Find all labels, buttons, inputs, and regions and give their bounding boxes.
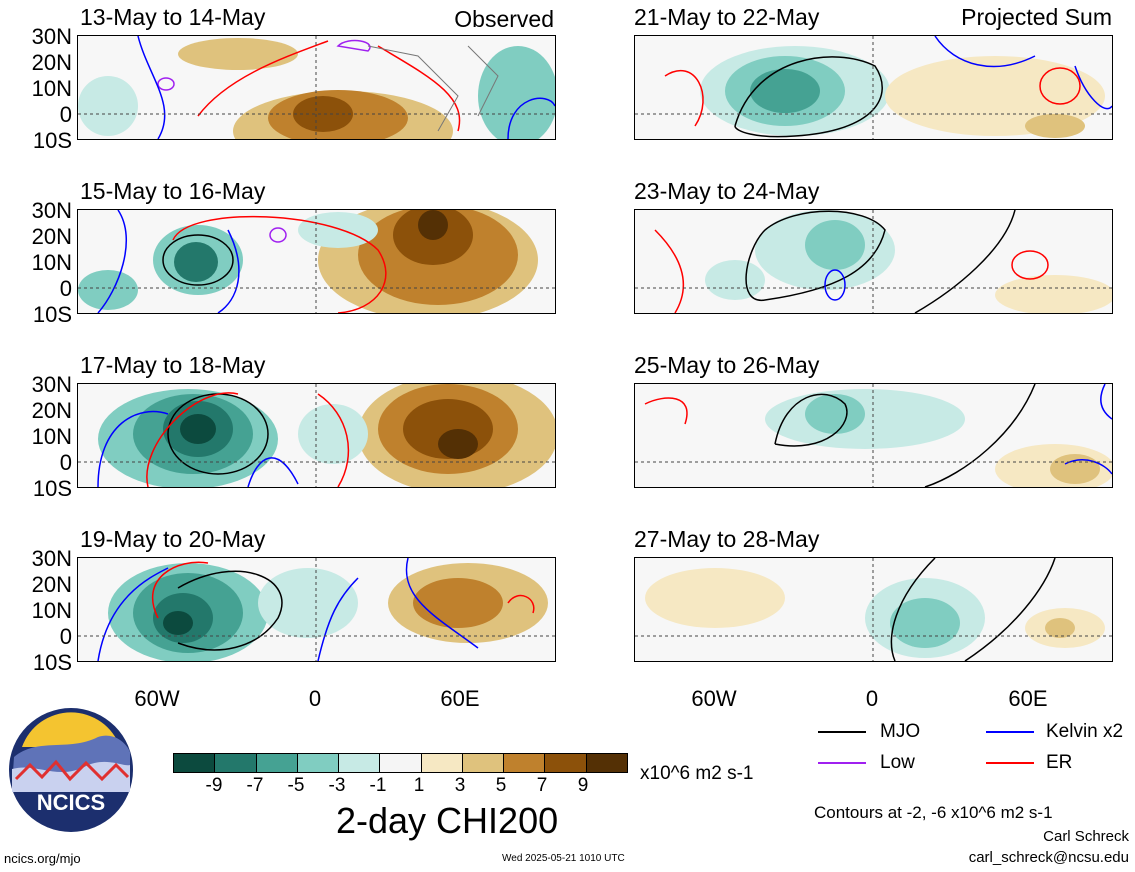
kelvin-line bbox=[986, 731, 1034, 733]
logo-text: NCICS bbox=[37, 790, 105, 815]
lat-label: 0 bbox=[59, 276, 72, 301]
lat-label: 20N bbox=[31, 224, 72, 249]
colorbar-label: 5 bbox=[495, 775, 507, 796]
map-panel-projected-2 bbox=[634, 209, 1113, 314]
lon-label: 60W bbox=[134, 686, 180, 711]
author-name: Carl Schreck bbox=[1043, 828, 1129, 845]
panel-title-4: 23-May to 24-May bbox=[634, 178, 820, 204]
panel-title-2: 21-May to 22-May bbox=[634, 4, 820, 30]
lat-label: 30N bbox=[31, 546, 72, 571]
colorbar-label: -1 bbox=[369, 775, 387, 796]
mjo-label: MJO bbox=[880, 721, 921, 742]
map-panel-projected-1 bbox=[634, 35, 1113, 140]
colorbar-swatch bbox=[256, 754, 298, 772]
lat-label: 20N bbox=[31, 572, 72, 597]
colorbar-swatch bbox=[545, 754, 587, 772]
map-panel-observed-4 bbox=[77, 557, 556, 662]
lon-label: 60E bbox=[440, 686, 480, 711]
mjo-line bbox=[818, 731, 866, 733]
lat-label: 10N bbox=[31, 598, 72, 623]
source-url: ncics.org/mjo bbox=[4, 851, 81, 866]
map-graphic bbox=[635, 210, 1112, 313]
lat-label: 10N bbox=[31, 76, 72, 101]
kelvin-label: Kelvin x2 bbox=[1046, 721, 1124, 742]
lat-label: 10S bbox=[32, 476, 72, 501]
colorbar-swatch bbox=[174, 754, 216, 772]
colorbar-swatch bbox=[462, 754, 505, 772]
map-panel-projected-3 bbox=[634, 383, 1113, 488]
lat-label: 20N bbox=[31, 398, 72, 423]
low-line bbox=[818, 762, 866, 764]
colorbar-swatch bbox=[297, 754, 340, 772]
map-graphic bbox=[78, 210, 555, 313]
colorbar-label: -5 bbox=[287, 775, 305, 796]
map-graphic bbox=[635, 384, 1112, 487]
map-panel-observed-2 bbox=[77, 209, 556, 314]
ncics-logo: NCICS bbox=[8, 707, 134, 833]
lat-label: 30N bbox=[31, 198, 72, 223]
panel-title-8: 27-May to 28-May bbox=[634, 526, 820, 552]
lat-label: 30N bbox=[31, 24, 72, 49]
map-graphic bbox=[635, 36, 1112, 139]
map-panel-observed-1 bbox=[77, 35, 556, 140]
panel-title-3: 15-May to 16-May bbox=[80, 178, 266, 204]
lat-label: 0 bbox=[59, 450, 72, 475]
contours-note: Contours at -2, -6 x10^6 m2 s-1 bbox=[814, 803, 1053, 822]
panel-title-1: 13-May to 14-May bbox=[80, 4, 266, 30]
colorbar-swatch bbox=[504, 754, 546, 772]
colorbar-swatch bbox=[586, 754, 627, 772]
lon-label: 60W bbox=[691, 686, 737, 711]
low-label: Low bbox=[880, 752, 915, 773]
colorbar-label: -3 bbox=[328, 775, 346, 796]
colorbar-label: 1 bbox=[413, 775, 425, 796]
map-graphic bbox=[635, 558, 1112, 661]
colorbar-label: 3 bbox=[454, 775, 466, 796]
lat-label: 10S bbox=[32, 302, 72, 327]
map-graphic bbox=[78, 558, 555, 661]
map-panel-projected-4 bbox=[634, 557, 1113, 662]
colorbar bbox=[173, 753, 628, 773]
colorbar-title: 2-day CHI200 bbox=[336, 800, 559, 841]
colorbar-label: -7 bbox=[246, 775, 264, 796]
observed-label: Observed bbox=[454, 6, 554, 32]
lat-label: 10N bbox=[31, 250, 72, 275]
colorbar-label: 9 bbox=[577, 775, 589, 796]
colorbar-swatch bbox=[215, 754, 257, 772]
colorbar-label: 7 bbox=[536, 775, 548, 796]
lon-label: 0 bbox=[308, 686, 322, 711]
lat-label: 20N bbox=[31, 50, 72, 75]
panel-title-7: 19-May to 20-May bbox=[80, 526, 266, 552]
er-line bbox=[986, 762, 1034, 764]
lat-label: 10S bbox=[32, 128, 72, 153]
er-label: ER bbox=[1046, 752, 1073, 773]
colorbar-swatch bbox=[380, 754, 422, 772]
lat-label: 10S bbox=[32, 650, 72, 675]
lat-label: 30N bbox=[31, 372, 72, 397]
map-graphic bbox=[78, 384, 555, 487]
colorbar-label: -9 bbox=[205, 775, 223, 796]
map-graphic bbox=[78, 36, 555, 139]
colorbar-swatch bbox=[421, 754, 463, 772]
lon-label: 0 bbox=[865, 686, 879, 711]
map-panel-observed-3 bbox=[77, 383, 556, 488]
panel-title-5: 17-May to 18-May bbox=[80, 352, 266, 378]
lat-label: 10N bbox=[31, 424, 72, 449]
lat-label: 0 bbox=[59, 624, 72, 649]
projected-sum-label: Projected Sum bbox=[961, 4, 1112, 30]
panel-title-6: 25-May to 26-May bbox=[634, 352, 820, 378]
lon-label: 60E bbox=[1008, 686, 1048, 711]
lat-label: 0 bbox=[59, 102, 72, 127]
colorbar-swatch bbox=[339, 754, 381, 772]
colorbar-units: x10^6 m2 s-1 bbox=[640, 763, 754, 784]
author-email: carl_schreck@ncsu.edu bbox=[968, 849, 1129, 866]
timestamp: Wed 2025-05-21 1010 UTC bbox=[502, 853, 625, 864]
